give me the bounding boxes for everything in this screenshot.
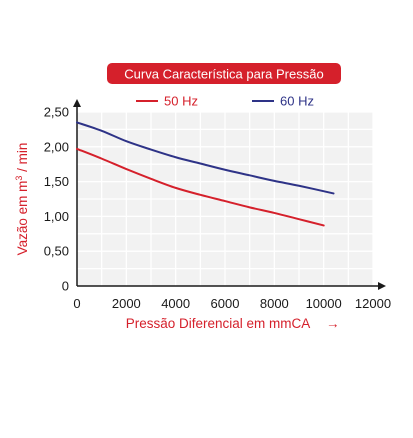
y-tick-label: 2,50 xyxy=(44,105,69,120)
y-tick-label: 0 xyxy=(62,279,69,294)
legend-label-60hz: 60 Hz xyxy=(280,94,314,109)
y-tick-label: 0,50 xyxy=(44,244,69,259)
title-text: Curva Característica para Pressão xyxy=(124,67,323,82)
y-axis-arrow-icon xyxy=(73,99,81,107)
x-tick-label: 12000 xyxy=(355,296,391,311)
x-axis-label: Pressão Diferencial em mmCA xyxy=(126,316,311,331)
legend-label-50hz: 50 Hz xyxy=(164,94,198,109)
x-axis-label-arrow: → xyxy=(326,316,340,331)
x-tick-label: 10000 xyxy=(306,296,342,311)
y-tick-label: 2,00 xyxy=(44,139,69,154)
chart-title: Curva Característica para Pressão xyxy=(107,63,341,84)
axes xyxy=(73,99,386,290)
y-tick-label: 1,50 xyxy=(44,174,69,189)
y-axis-label: Vazão em m3 / min xyxy=(14,143,30,256)
legend: 50 Hz 60 Hz xyxy=(136,94,314,109)
y-axis-label-tail: / min xyxy=(15,143,30,176)
y-axis-label-main: Vazão em m xyxy=(15,181,30,256)
series xyxy=(76,121,335,227)
tick-labels: 0 2000 4000 6000 8000 10000 12000 0 0,50 1,00 1,50… xyxy=(44,105,391,312)
y-axis-label-sup: 3 xyxy=(14,176,24,181)
x-tick-label: 0 xyxy=(73,296,80,311)
x-tick-label: 2000 xyxy=(112,296,141,311)
title-banner xyxy=(107,63,341,84)
x-tick-label: 4000 xyxy=(161,296,190,311)
x-tick-label: 8000 xyxy=(260,296,289,311)
series-line-50-hz xyxy=(76,147,325,227)
x-axis-arrow-icon xyxy=(378,282,386,290)
y-tick-label: 1,00 xyxy=(44,209,69,224)
series-line-60-hz xyxy=(76,121,335,195)
x-tick-label: 6000 xyxy=(211,296,240,311)
grid xyxy=(77,111,374,286)
